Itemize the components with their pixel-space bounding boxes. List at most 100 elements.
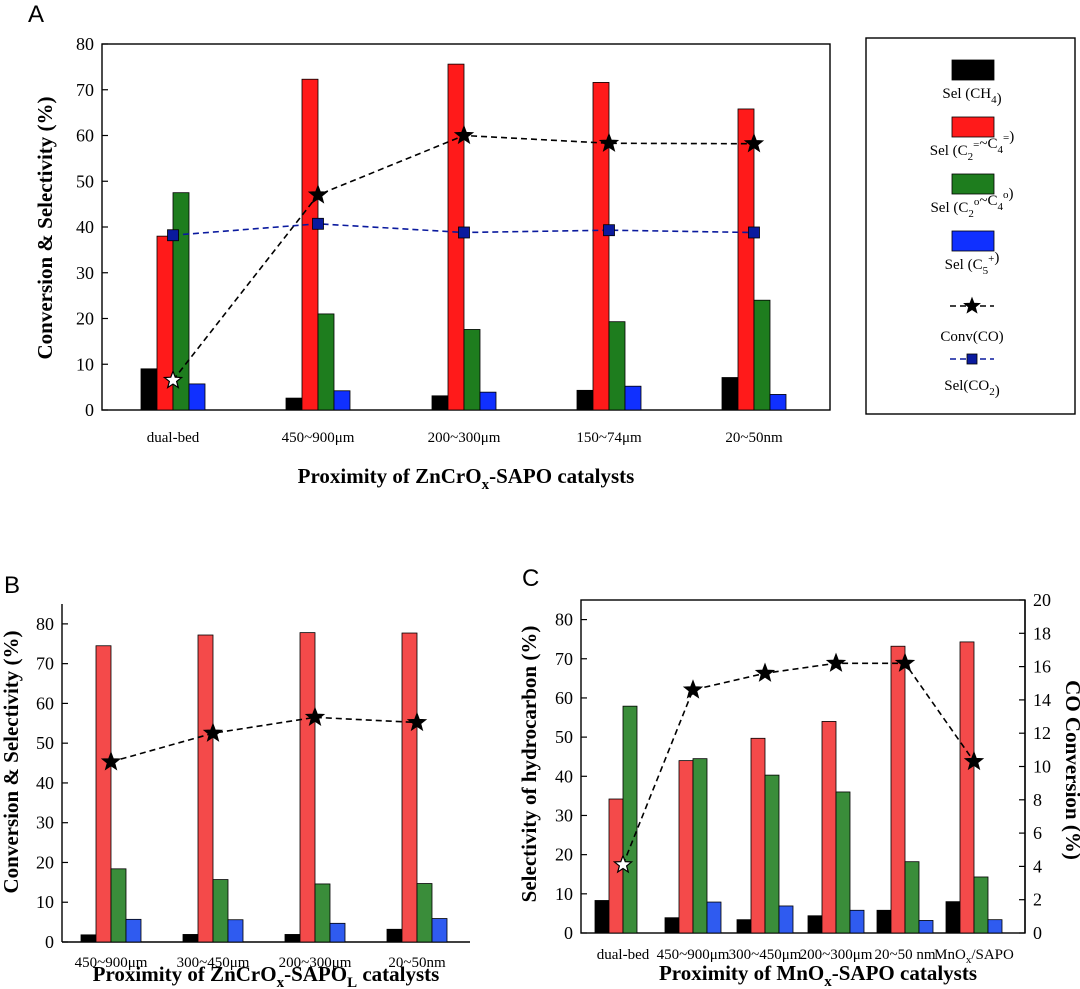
bar-selc2oc4o [172,192,190,411]
point-marker-star [307,184,329,204]
bar-selc2oc4o [692,758,708,934]
legend-label: Sel (C2o~C4o) [930,186,1013,220]
bar-selch4 [664,917,680,934]
bar-selch4 [594,900,610,934]
bar-selc2c4 [959,641,975,934]
legend-label: Sel (C2=~C4=) [930,129,1014,163]
bar-selch4 [736,919,752,934]
x-tick-label: 200~300μm [279,955,352,971]
y-tick-label: 30 [76,263,94,283]
y-tick-label: 80 [36,614,54,634]
point-marker-star [202,722,224,742]
point-marker-star [682,679,704,699]
bar-selc5 [329,922,346,943]
point-marker-star [598,132,620,152]
bar-selch4 [576,389,594,411]
bar-selch4 [284,934,301,943]
y-tick-label: 40 [36,773,54,793]
bar-selc2oc4o [764,774,780,934]
bar-selc5 [624,385,642,411]
bar-selc2c4 [678,760,694,934]
y-tick-label: 0 [45,932,54,952]
point-marker-square [458,226,470,239]
legend-label: Conv(CO) [940,329,1003,345]
bar-selch4 [140,368,158,411]
y-tick-label: 60 [36,693,54,713]
y-tick-label: 60 [76,126,94,146]
y-tick-label: 50 [555,727,573,747]
y-tick-label: 70 [36,654,54,674]
x-tick-label: 20~50nm [388,955,446,971]
y-tick-label: 20 [555,845,573,865]
panel-b-label: B [4,572,20,599]
bar-selch4 [431,395,449,411]
bar-selc2oc4o [608,321,626,411]
bar-selc2oc4o [463,329,481,411]
point-marker-square [603,224,615,237]
panel-b-xlabel: Proximity of ZnCrOx-SAPOL catalysts [93,962,440,989]
panel-c-chart: 0 10 20 30 40 50 60 70 80 0 2 4 6 8 10 12 14 16 18 20 dual-b… [555,590,1051,966]
y-tick-label: 50 [76,171,94,191]
bar-selc5 [778,905,794,934]
x-tick-label: MnOx/SAPO [934,947,1014,966]
bar-selc2c4 [197,634,214,943]
x-tick-label: 200~300μm [800,947,873,963]
panel-a-chart: 0 10 20 30 40 50 60 70 80 dual-bed 450~900μm 200~30… [76,34,831,446]
bar-selc5 [125,918,142,943]
bar-selc2oc4o [110,868,127,943]
point-marker-star [100,751,122,771]
bar-selc2oc4o [835,791,851,934]
y-tick-label: 80 [555,610,573,630]
bar-selc2c4 [95,645,112,943]
y2-tick-label: 18 [1033,623,1051,643]
bar-selc2c4 [750,737,766,934]
panel-b-ylabel: Conversion & Selectivity (%) [0,630,23,893]
x-tick-label: dual-bed [147,430,200,446]
point-marker-square [748,226,760,239]
x-tick-label: 200~300μm [428,430,501,446]
bar-selch4 [80,934,97,943]
bar-selc5 [431,918,448,943]
bar-selc2oc4o [416,883,433,943]
panel-a-label: A [28,1,44,28]
y-tick-label: 0 [564,923,573,943]
y-tick-label: 30 [36,813,54,833]
legend-box [865,37,1076,415]
bar-selc2oc4o [973,876,989,934]
legend-swatch [951,116,995,138]
bar-selch4 [945,901,961,934]
point-marker-star [612,854,634,874]
y-tick-label: 70 [76,80,94,100]
legend-swatch [951,173,995,195]
bar-selc5 [188,383,206,411]
y2-tick-label: 0 [1033,923,1042,943]
bar-selch4 [386,928,403,943]
y2-tick-label: 14 [1033,690,1051,710]
bar-selc5 [706,901,722,934]
bar-selc5 [227,919,244,943]
bar-selc2c4 [592,82,610,411]
point-marker-star [304,706,326,726]
bar-selc5 [479,391,497,411]
y2-tick-label: 10 [1033,757,1051,777]
x-tick-label: 450~900μm [282,430,355,446]
bar-selc2oc4o [622,705,638,934]
point-marker-star [453,124,475,145]
bar-selc2c4 [401,632,418,943]
y-tick-label: 20 [76,309,94,329]
bar-selc2c4 [737,108,755,411]
legend-star-marker [963,296,981,314]
point-marker-star [743,133,765,153]
panel-c-ylabel: Selectivity of hydrocarbon (%) [517,626,541,903]
legend-label: Sel(CO2) [944,378,1000,399]
y2-tick-label: 4 [1033,856,1042,876]
bar-selc2c4 [301,78,319,411]
panel-b-chart: 0 10 20 30 40 50 60 70 80 450~900μm 300~450μm 200~3… [36,604,470,971]
bar-selc2oc4o [317,313,335,411]
panel-a-xlabel: Proximity of ZnCrOx-SAPO catalysts [298,464,635,493]
bar-selc2oc4o [904,861,920,934]
bar-selc5 [849,909,865,934]
y2-tick-label: 2 [1033,890,1042,910]
x-tick-label: 150~74μm [576,430,642,446]
series-line-convco [110,716,418,763]
